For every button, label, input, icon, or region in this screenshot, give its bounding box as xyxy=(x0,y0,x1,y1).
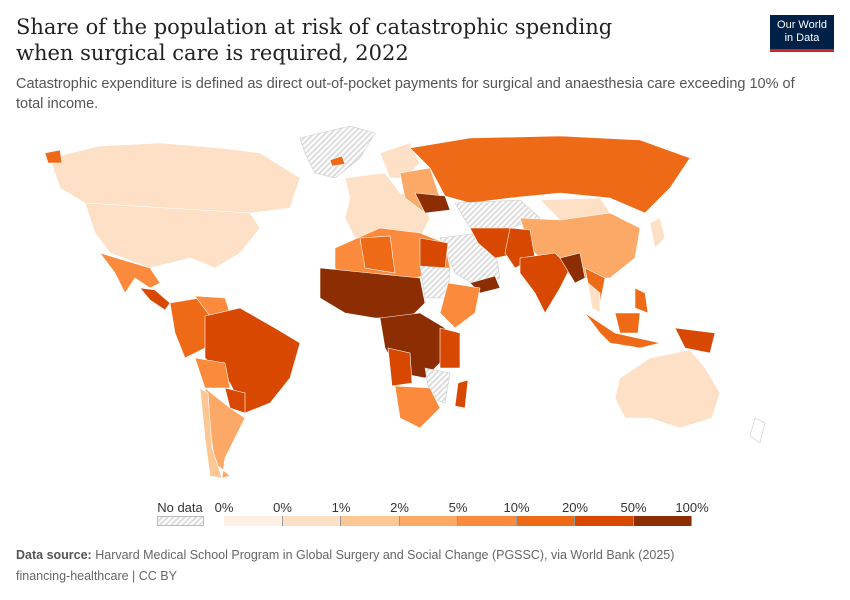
region-madagascar xyxy=(454,379,469,409)
chart-title: Share of the population at risk of catas… xyxy=(16,15,613,65)
source-label: Data source: xyxy=(16,548,92,562)
region-kenya-tanzania xyxy=(439,327,461,369)
region-greenland xyxy=(299,125,376,179)
legend-tick-label: 2% xyxy=(390,500,409,515)
region-new-zealand xyxy=(749,417,766,444)
legend-bin[interactable] xyxy=(516,516,575,526)
region-southern-africa xyxy=(394,385,441,429)
legend-tick-label: 50% xyxy=(620,500,647,515)
region-ethiopia-east xyxy=(439,282,481,329)
region-indonesia xyxy=(584,312,661,349)
region-angola xyxy=(387,347,413,387)
region-iceland xyxy=(329,155,346,167)
legend-bin[interactable] xyxy=(575,516,634,526)
region-central-africa xyxy=(379,312,446,379)
legend-no-data-label: No data xyxy=(157,500,203,515)
chart-subtitle: Catastrophic expenditure is defined as d… xyxy=(16,76,795,112)
world-map[interactable] xyxy=(0,118,850,498)
legend-no-data-swatch[interactable] xyxy=(157,516,204,526)
data-source: Data source: Harvard Medical School Prog… xyxy=(16,548,674,562)
logo-line2: in Data xyxy=(784,32,820,44)
legend-tick-label: 1% xyxy=(331,500,351,515)
region-algeria xyxy=(359,235,396,274)
legend-bin[interactable] xyxy=(282,516,341,526)
legend-bin[interactable] xyxy=(458,516,517,526)
region-borneo xyxy=(614,312,641,334)
legend-tick-label: 10% xyxy=(503,500,530,515)
region-thailand xyxy=(587,282,601,314)
legend-bin[interactable] xyxy=(224,516,283,526)
region-central-america xyxy=(139,287,171,311)
legend-tick-label: 100% xyxy=(675,500,709,515)
owid-logo[interactable]: Our World in Data xyxy=(770,15,834,52)
region-argentina xyxy=(204,387,246,479)
region-india xyxy=(519,252,571,314)
region-philippines xyxy=(634,287,649,314)
region-paraguay xyxy=(224,387,246,414)
region-egypt xyxy=(419,237,449,269)
legend-tick-label: 20% xyxy=(561,500,589,515)
region-russia xyxy=(409,135,691,214)
region-canada xyxy=(49,142,301,214)
region-papua xyxy=(674,327,716,354)
region-scandinavia xyxy=(379,142,421,179)
legend-tick-label: 0% xyxy=(214,500,234,515)
region-mexico xyxy=(99,252,161,294)
region-usa xyxy=(84,202,261,269)
region-australia xyxy=(614,349,721,429)
region-bolivia xyxy=(194,357,231,389)
region-brazil xyxy=(204,307,301,414)
legend-tick-label: 5% xyxy=(448,500,468,515)
region-ukraine xyxy=(414,192,451,214)
license[interactable]: financing-healthcare | CC BY xyxy=(16,569,177,583)
legend-bin[interactable] xyxy=(633,516,692,526)
region-bangladesh-myanmar xyxy=(559,252,586,284)
region-japan xyxy=(649,217,666,249)
region-alaska-tip xyxy=(44,149,63,164)
region-chile xyxy=(199,387,223,479)
source-text: Harvard Medical School Program in Global… xyxy=(95,548,675,562)
logo-line1: Our World xyxy=(777,19,827,31)
legend-tick-label: 0% xyxy=(273,500,292,515)
legend-bin[interactable] xyxy=(399,516,458,526)
legend-bin[interactable] xyxy=(341,516,400,526)
